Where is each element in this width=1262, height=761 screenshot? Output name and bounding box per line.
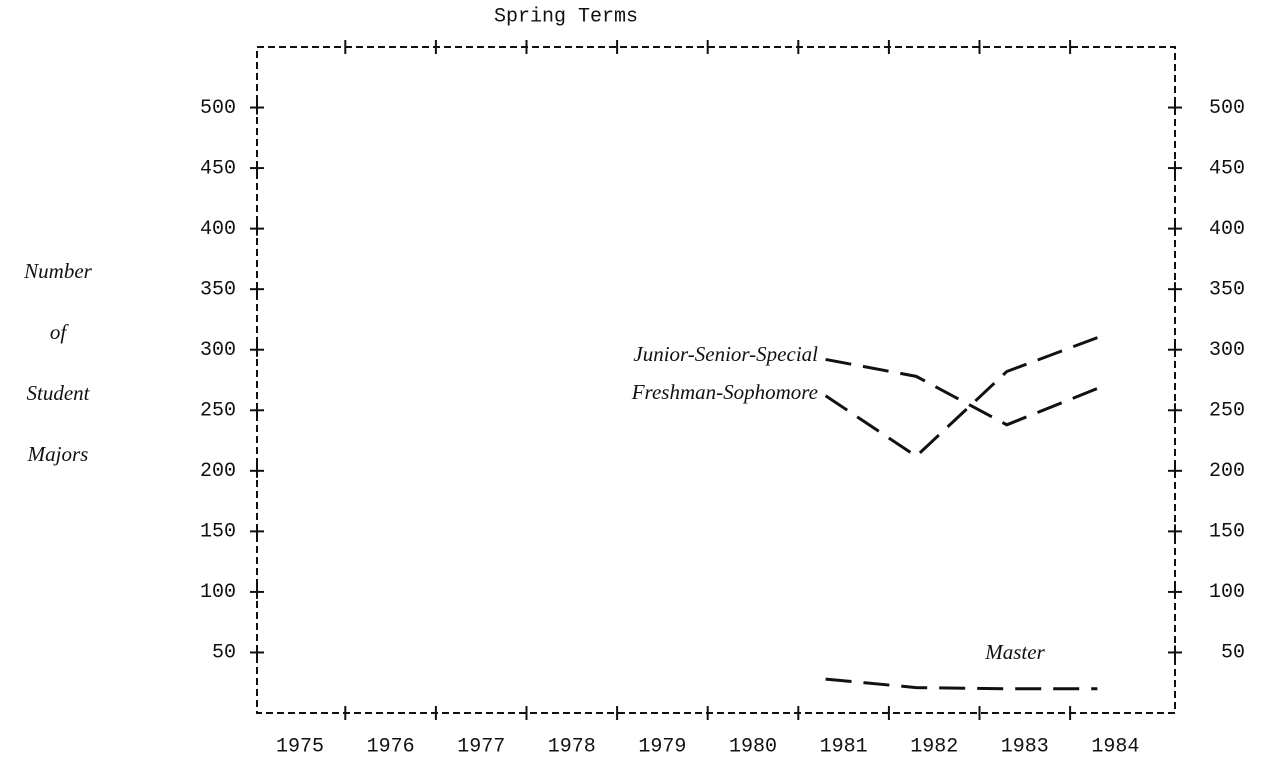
y-axis-label: Number	[23, 259, 92, 283]
y-tick-label: 400	[200, 218, 236, 241]
y2-tick-label: 400	[1209, 218, 1245, 241]
x-tick-label: 1980	[729, 735, 777, 758]
x-tick-label: 1983	[1001, 735, 1049, 758]
y2-tick-label: 100	[1209, 581, 1245, 604]
y-tick-label: 250	[200, 400, 236, 423]
y-tick-label: 450	[200, 157, 236, 180]
x-tick-label: 1978	[548, 735, 596, 758]
y-tick-label: 350	[200, 278, 236, 301]
x-tick-label: 1981	[820, 735, 868, 758]
y-axis-label: Majors	[27, 442, 89, 466]
y-axis-label: Student	[27, 381, 91, 405]
y-tick-label: 500	[200, 97, 236, 120]
x-tick-label: 1976	[367, 735, 415, 758]
y-tick-label: 200	[200, 460, 236, 483]
x-tick-label: 1984	[1091, 735, 1139, 758]
y-axis-label: of	[50, 320, 70, 344]
series-label: Junior-Senior-Special	[633, 342, 818, 366]
x-tick-label: 1977	[457, 735, 505, 758]
series-line	[824, 336, 1098, 459]
y-tick-label: 300	[200, 339, 236, 362]
y2-tick-label: 150	[1209, 521, 1245, 544]
y-tick-label: 150	[200, 521, 236, 544]
y2-tick-label: 200	[1209, 460, 1245, 483]
y2-tick-label: 300	[1209, 339, 1245, 362]
series-label: Freshman-Sophomore	[631, 380, 818, 404]
x-tick-label: 1982	[910, 735, 958, 758]
y2-tick-label: 250	[1209, 400, 1245, 423]
y2-tick-label: 450	[1209, 157, 1245, 180]
series-line	[825, 357, 1098, 427]
series-label: Master	[984, 640, 1045, 664]
x-tick-label: 1975	[276, 735, 324, 758]
y2-tick-label: 50	[1221, 642, 1245, 665]
series-line	[825, 677, 1098, 691]
y-tick-label: 50	[212, 642, 236, 665]
chart-title: Spring Terms	[494, 5, 638, 28]
x-tick-label: 1979	[638, 735, 686, 758]
y2-tick-label: 350	[1209, 278, 1245, 301]
y2-tick-label: 500	[1209, 97, 1245, 120]
y-tick-label: 100	[200, 581, 236, 604]
